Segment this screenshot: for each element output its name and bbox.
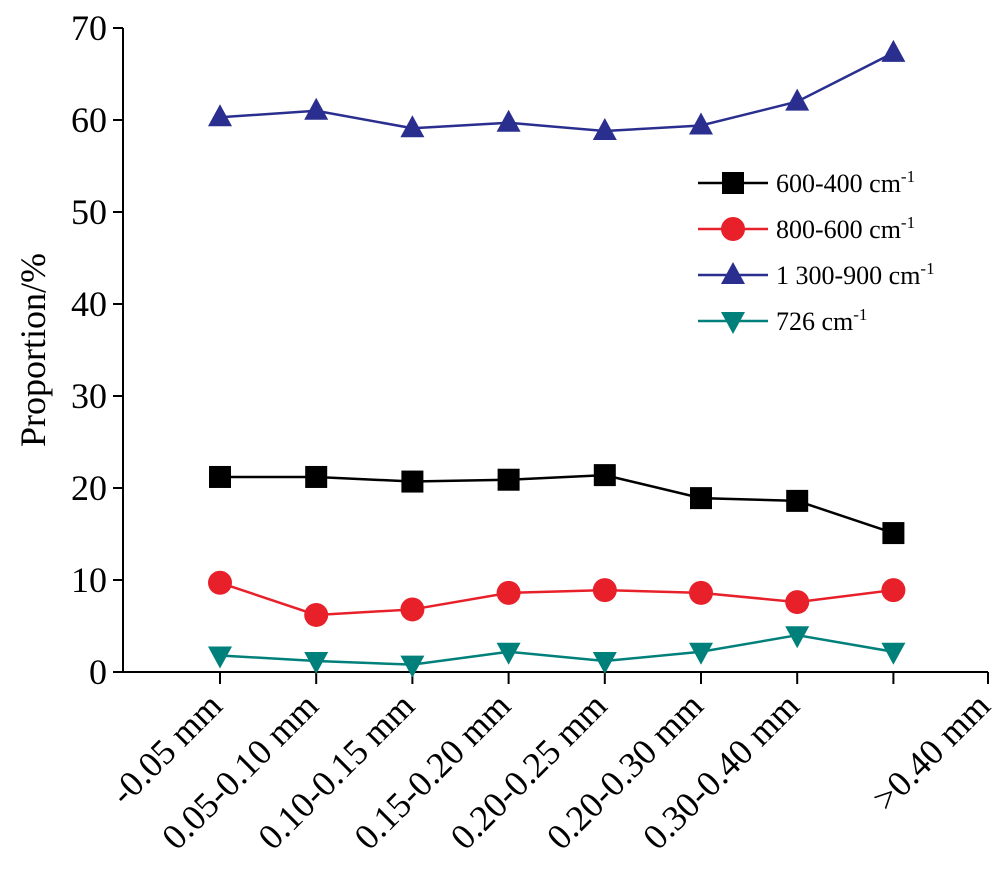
series-line xyxy=(219,581,894,617)
data-point xyxy=(881,39,906,62)
y-tick-label: 20 xyxy=(71,468,107,508)
data-point xyxy=(593,464,616,487)
x-tick-label: >0.40 mm xyxy=(864,685,997,818)
legend-superscript: -1 xyxy=(853,305,867,324)
legend-label: 726 cm-1 xyxy=(776,305,867,336)
data-point xyxy=(304,602,329,627)
data-point xyxy=(304,651,329,674)
data-point xyxy=(721,312,745,334)
data-point xyxy=(689,112,713,135)
series-3 xyxy=(208,39,906,141)
y-tick-label: 70 xyxy=(71,8,107,48)
legend-superscript: -1 xyxy=(901,213,915,232)
series-layer xyxy=(208,39,906,678)
data-point xyxy=(208,646,232,669)
data-point xyxy=(401,470,424,493)
legend-label: 600-400 cm-1 xyxy=(776,167,915,198)
data-point xyxy=(722,172,744,194)
data-point xyxy=(497,468,520,491)
data-point xyxy=(208,104,232,127)
data-point xyxy=(400,115,425,138)
legend-superscript: -1 xyxy=(920,259,934,278)
data-point xyxy=(690,487,712,510)
data-point xyxy=(209,465,231,488)
series-line xyxy=(219,51,894,133)
series-1 xyxy=(209,464,905,545)
series-2 xyxy=(208,570,906,627)
data-point xyxy=(881,578,906,603)
data-point xyxy=(400,597,425,622)
data-point xyxy=(689,580,713,605)
legend-item-3: 1 300-900 cm-1 xyxy=(698,259,935,290)
data-point xyxy=(721,262,745,284)
legend-item-2: 800-600 cm-1 xyxy=(698,213,915,244)
y-tick-label: 40 xyxy=(71,284,107,324)
y-tick-label: 0 xyxy=(89,652,107,692)
data-point xyxy=(882,522,905,545)
y-axis-title: Proportion/% xyxy=(13,253,53,447)
legend-item-4: 726 cm-1 xyxy=(698,305,867,336)
data-point xyxy=(304,97,329,120)
data-point xyxy=(721,217,745,241)
legend: 600-400 cm-1 800-600 cm-1 1 300-900 cm-1 72… xyxy=(698,167,935,336)
data-point xyxy=(305,465,328,488)
series-4 xyxy=(208,626,906,678)
legend-label: 800-600 cm-1 xyxy=(776,213,915,244)
legend-item-1: 600-400 cm-1 xyxy=(698,167,915,198)
data-point xyxy=(785,626,810,649)
y-tick-label: 60 xyxy=(71,100,107,140)
legend-superscript: -1 xyxy=(901,167,915,186)
data-point xyxy=(592,578,617,603)
series-line xyxy=(220,473,894,535)
series-line xyxy=(219,633,894,666)
data-point xyxy=(592,651,617,674)
data-point xyxy=(400,655,425,678)
data-point xyxy=(208,570,232,595)
y-tick-label: 30 xyxy=(71,376,107,416)
legend-label: 1 300-900 cm-1 xyxy=(776,259,935,290)
data-point xyxy=(881,642,906,665)
y-tick-label: 50 xyxy=(71,192,107,232)
y-tick-label: 10 xyxy=(71,560,107,600)
data-point xyxy=(785,590,810,615)
data-point xyxy=(689,642,713,665)
data-point xyxy=(496,109,521,132)
data-point xyxy=(496,580,521,605)
data-point xyxy=(785,88,810,111)
data-point xyxy=(592,118,617,141)
data-point xyxy=(786,489,809,512)
data-point xyxy=(496,642,521,665)
